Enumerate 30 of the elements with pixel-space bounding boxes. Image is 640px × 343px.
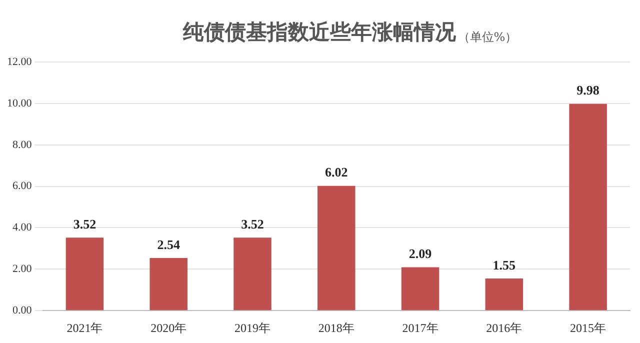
x-tick-label: 2019年 [234, 320, 270, 335]
data-label: 1.55 [492, 257, 516, 272]
y-tick-label: 12.00 [7, 56, 32, 68]
x-tick-label: 2016年 [486, 320, 522, 335]
bar [318, 186, 356, 310]
y-tick-label: 10.00 [7, 97, 32, 110]
bar [66, 238, 104, 310]
x-tick-label: 2020年 [150, 320, 187, 335]
x-tick-label: 2018年 [318, 320, 354, 335]
data-label: 2.54 [157, 236, 180, 252]
data-label: 3.52 [73, 216, 96, 232]
data-label: 6.02 [325, 164, 348, 180]
y-tick-label: 4.00 [12, 222, 32, 234]
x-tick-label: 2017年 [402, 320, 438, 335]
bar [485, 278, 524, 310]
chart-title: 纯债债基指数近些年涨幅情况 [182, 18, 456, 46]
data-label: 9.98 [576, 82, 600, 98]
chart-subtitle: （单位%） [458, 29, 518, 46]
x-tick-label: 2021年 [66, 320, 103, 335]
y-tick-label: 2.00 [12, 263, 32, 276]
x-tick-label: 2015年 [570, 320, 606, 335]
y-tick-label: 6.00 [12, 180, 32, 192]
data-label: 2.09 [408, 246, 432, 262]
bar [150, 258, 188, 310]
bar [569, 104, 607, 310]
bar [234, 238, 272, 310]
y-tick-label: 0.00 [12, 304, 32, 316]
data-label: 3.52 [241, 216, 264, 232]
bar [401, 267, 440, 310]
y-tick-label: 8.00 [12, 138, 32, 151]
